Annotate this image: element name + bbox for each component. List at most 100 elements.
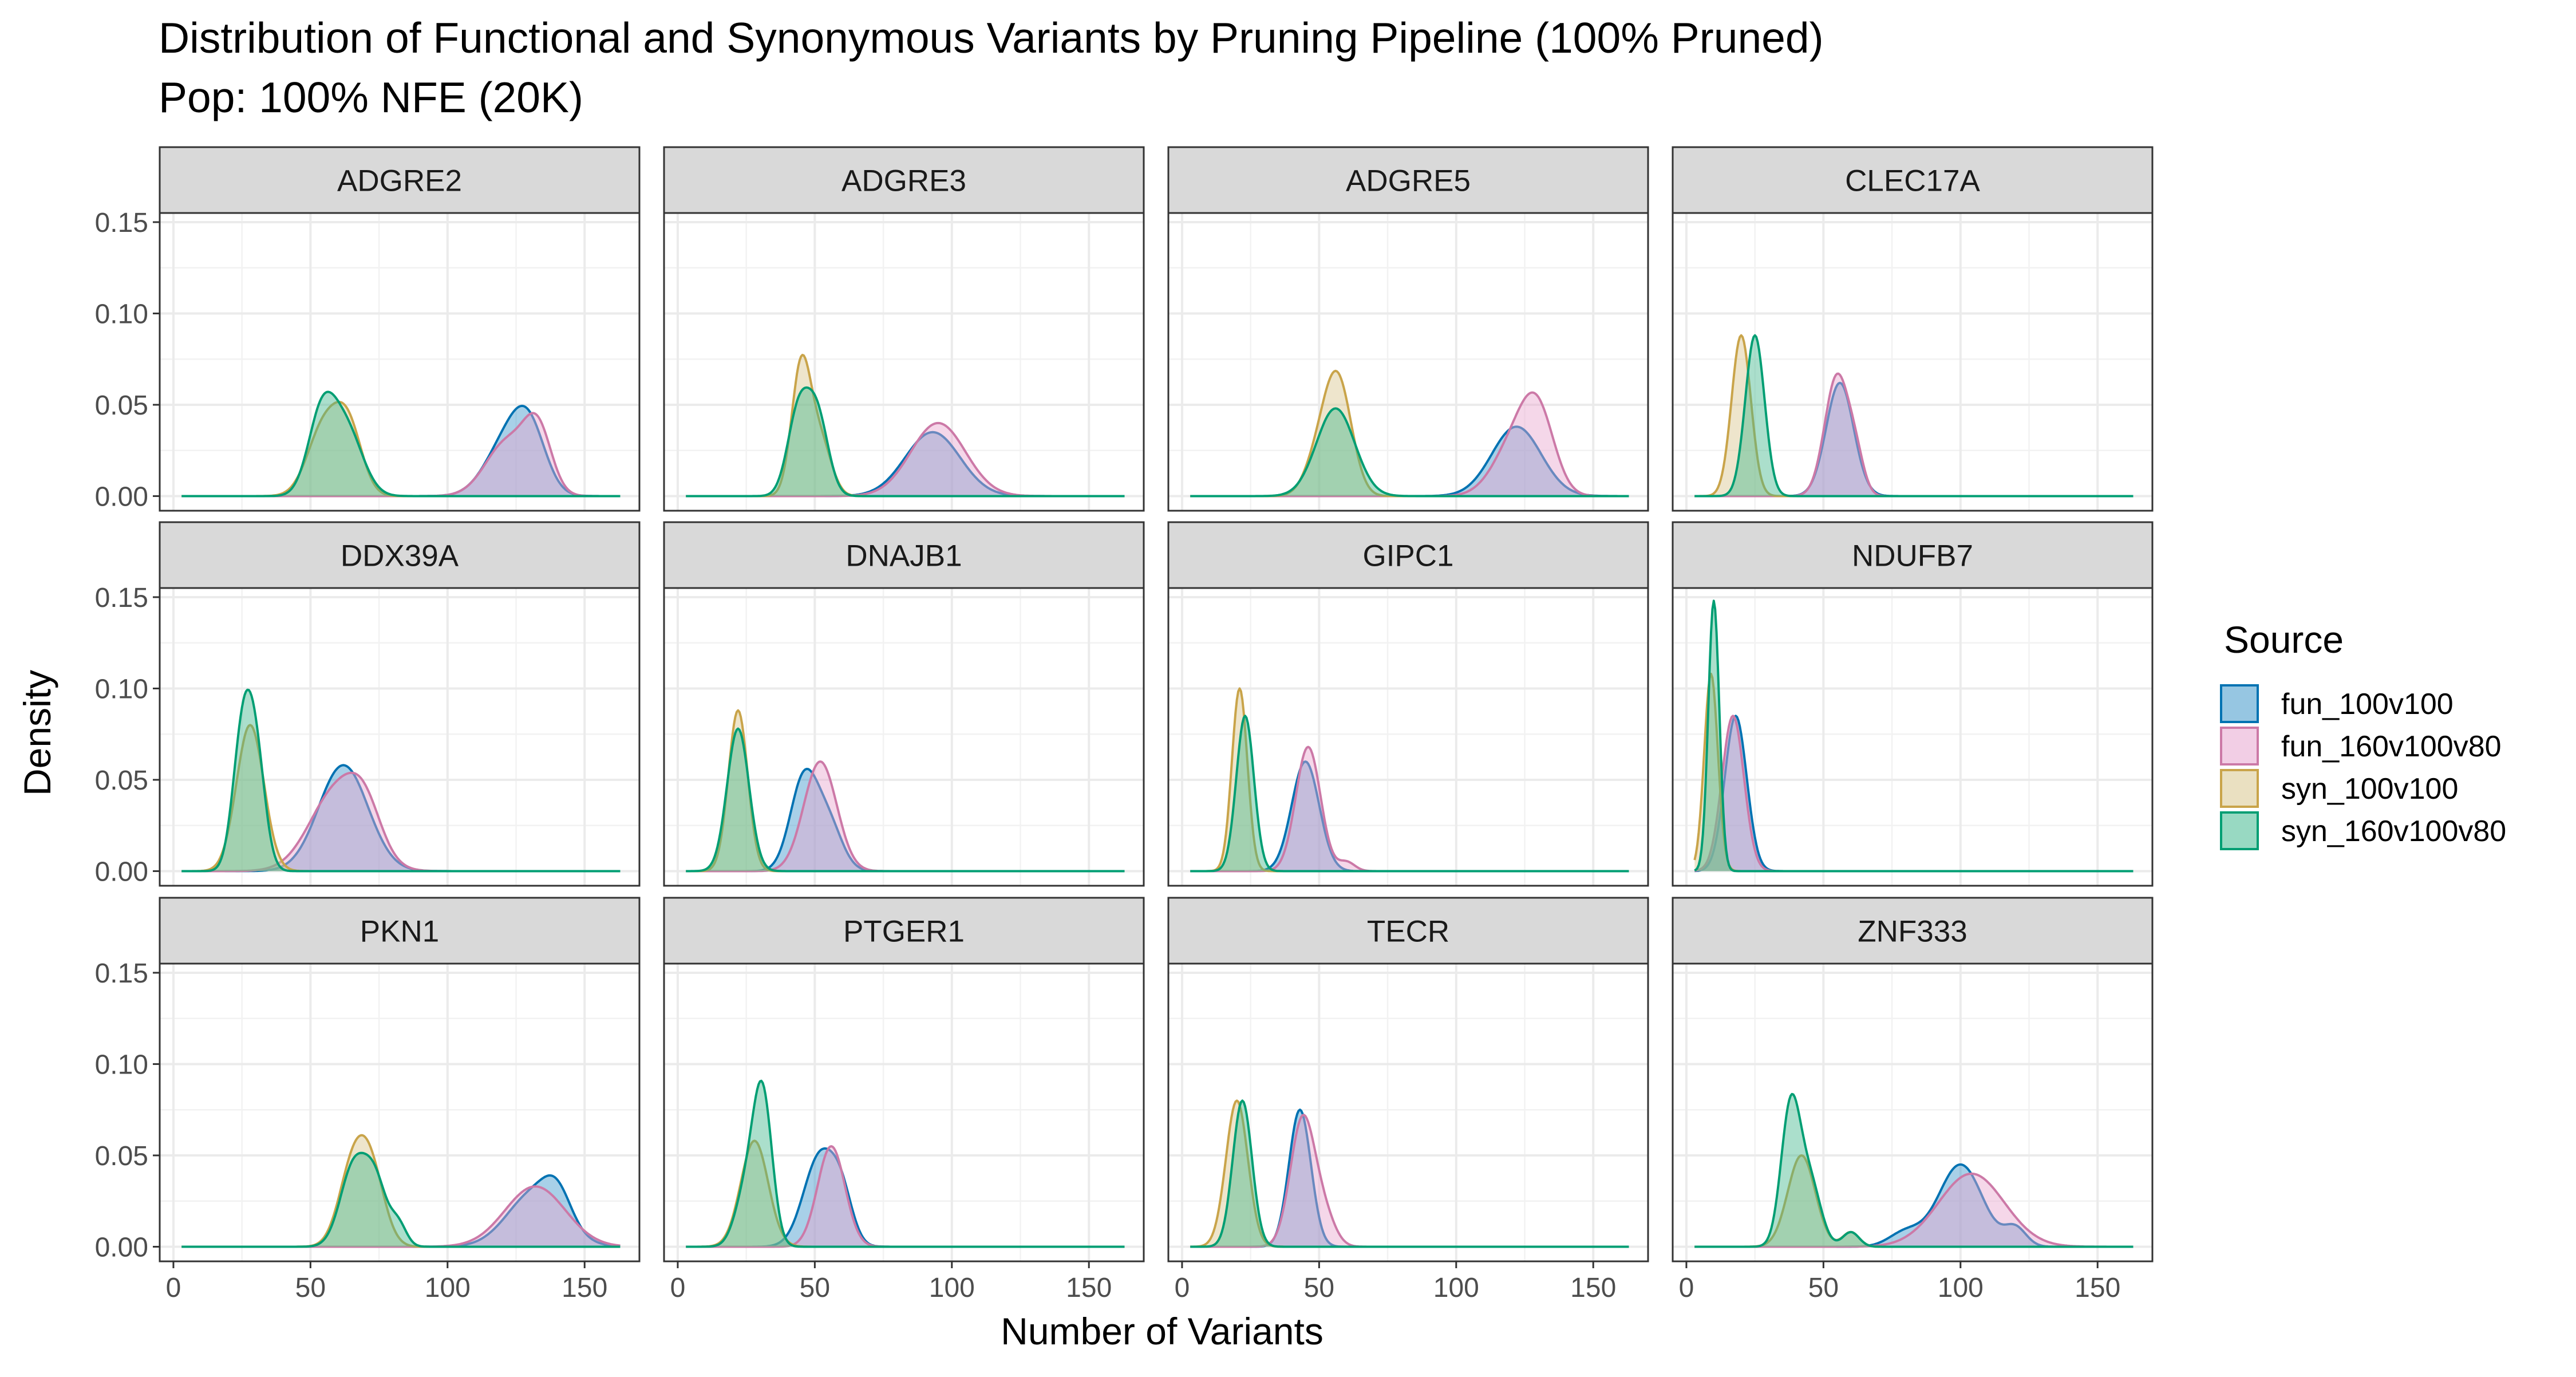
density-area-syn_100v100 <box>181 725 621 871</box>
facet-strip-label: GIPC1 <box>1362 539 1453 573</box>
chart-subtitle: Pop: 100% NFE (20K) <box>159 73 583 121</box>
facet-strip <box>1672 146 2154 214</box>
y-tick-label: 0.10 <box>95 1049 148 1080</box>
density-area-syn_160v100v80 <box>1694 335 2134 496</box>
panel-border <box>159 587 641 887</box>
density-area-fun_100v100 <box>686 1148 1125 1247</box>
legend-title: Source <box>2224 618 2344 661</box>
facet-panel-adgre2: ADGRE2 0.00 0.05 0.10 0.15 <box>95 146 641 512</box>
facet-strip-label: ZNF333 <box>1858 915 1967 949</box>
facet-strip-label: ADGRE2 <box>337 164 462 198</box>
y-tick-label: 0.00 <box>95 482 148 512</box>
density-line-syn_160v100v80 <box>1694 334 2134 498</box>
density-line-syn_160v100v80 <box>686 1079 1125 1248</box>
legend-swatch <box>2220 684 2259 723</box>
facet-panel-ddx39a: DDX39A 0.00 0.05 0.10 0.15 <box>95 521 641 887</box>
y-axis-title: Density <box>16 670 58 796</box>
panel-border <box>1672 962 2154 1262</box>
facet-strip <box>1167 897 1649 965</box>
y-tick-label: 0.15 <box>95 583 148 613</box>
facet-panel-znf333: ZNF333 0 50 100 150 <box>1672 897 2154 1303</box>
facet-strip-label: DDX39A <box>341 539 459 573</box>
facet-strip <box>159 521 641 589</box>
legend-swatch <box>2220 769 2259 808</box>
legend-label: syn_160v100v80 <box>2281 815 2506 848</box>
panel-border <box>663 587 1145 887</box>
plot-background <box>160 588 639 886</box>
facet-panels: ADGRE2 0.00 0.05 0.10 0.15 ADGRE3 ADGRE5 CLEC17… <box>95 146 2154 1303</box>
legend-item-syn_160v100v80: syn_160v100v80 <box>2220 811 2506 850</box>
density-area-syn_160v100v80 <box>1190 1100 1629 1247</box>
density-area-syn_100v100 <box>1190 1100 1629 1247</box>
density-line-syn_160v100v80 <box>181 390 621 498</box>
density-area-fun_160v100v80 <box>1694 716 2134 871</box>
plot-background <box>1168 588 1648 886</box>
facet-panel-ptger1: PTGER1 0 50 100 150 <box>663 897 1145 1303</box>
density-area-fun_100v100 <box>181 1175 621 1247</box>
x-tick-label: 100 <box>929 1273 975 1303</box>
facet-strip-label: TECR <box>1367 915 1449 949</box>
density-area-fun_160v100v80 <box>1190 392 1629 496</box>
density-area-syn_160v100v80 <box>686 387 1125 496</box>
density-line-fun_160v100v80 <box>1694 1172 2134 1248</box>
density-area-fun_160v100v80 <box>181 1186 621 1247</box>
panel-border <box>159 962 641 1262</box>
plot-background <box>160 213 639 511</box>
facet-panel-adgre5: ADGRE5 <box>1167 146 1649 512</box>
density-area-fun_100v100 <box>181 405 621 496</box>
facet-panel-pkn1: PKN1 0.00 0.05 0.10 0.15 0 50 100 150 <box>95 897 641 1303</box>
panel-border <box>1167 962 1649 1262</box>
density-area-syn_160v100v80 <box>1190 716 1629 871</box>
x-tick-label: 0 <box>670 1273 686 1303</box>
facet-panel-tecr: TECR 0 50 100 150 <box>1167 897 1649 1303</box>
density-line-syn_160v100v80 <box>181 1151 621 1248</box>
density-area-syn_100v100 <box>1190 688 1629 871</box>
density-area-syn_160v100v80 <box>181 689 621 871</box>
y-tick-label: 0.15 <box>95 958 148 989</box>
facet-panel-gipc1: GIPC1 <box>1167 521 1649 887</box>
density-area-syn_100v100 <box>686 710 1125 871</box>
density-area-fun_160v100v80 <box>686 423 1125 496</box>
density-line-syn_160v100v80 <box>1190 1099 1629 1248</box>
density-line-syn_160v100v80 <box>1190 407 1629 498</box>
x-tick-label: 100 <box>1938 1273 1984 1303</box>
legend-label: fun_100v100 <box>2281 688 2453 721</box>
facet-strip-label: ADGRE5 <box>1346 164 1471 198</box>
chart-title: Distribution of Functional and Synonymou… <box>159 14 1824 62</box>
facet-strip-label: DNAJB1 <box>846 539 962 573</box>
plot-background <box>664 964 1144 1261</box>
facet-panel-adgre3: ADGRE3 <box>663 146 1145 512</box>
facet-strip <box>159 146 641 214</box>
x-tick-label: 50 <box>1304 1273 1334 1303</box>
density-area-fun_160v100v80 <box>1190 1115 1629 1247</box>
legend-swatch <box>2220 727 2259 766</box>
facet-strip <box>1167 146 1649 214</box>
density-line-syn_160v100v80 <box>1694 1092 2134 1248</box>
panel-border <box>1672 212 2154 512</box>
legend-item-fun_100v100: fun_100v100 <box>2220 684 2453 723</box>
density-area-syn_160v100v80 <box>1694 1094 2134 1247</box>
panel-border <box>1167 212 1649 512</box>
density-area-syn_100v100 <box>1694 1155 2134 1247</box>
legend-item-fun_160v100v80: fun_160v100v80 <box>2220 727 2502 766</box>
x-tick-label: 100 <box>425 1273 471 1303</box>
x-tick-label: 0 <box>166 1273 181 1303</box>
density-area-fun_100v100 <box>686 432 1125 496</box>
legend-label: syn_100v100 <box>2281 772 2458 806</box>
y-tick-label: 0.05 <box>95 766 148 796</box>
density-area-syn_100v100 <box>1694 335 2134 496</box>
density-area-syn_160v100v80 <box>181 1153 621 1247</box>
density-area-syn_100v100 <box>686 1141 1125 1247</box>
y-tick-label: 0.15 <box>95 208 148 238</box>
plot-background <box>160 964 639 1261</box>
x-tick-label: 150 <box>562 1273 607 1303</box>
x-tick-label: 0 <box>1175 1273 1190 1303</box>
density-line-syn_160v100v80 <box>1190 715 1629 873</box>
facet-strip <box>1672 897 2154 965</box>
legend-label: fun_160v100v80 <box>2281 730 2502 763</box>
x-tick-label: 150 <box>1066 1273 1112 1303</box>
facet-strip <box>663 146 1145 214</box>
facet-strip <box>159 897 641 965</box>
